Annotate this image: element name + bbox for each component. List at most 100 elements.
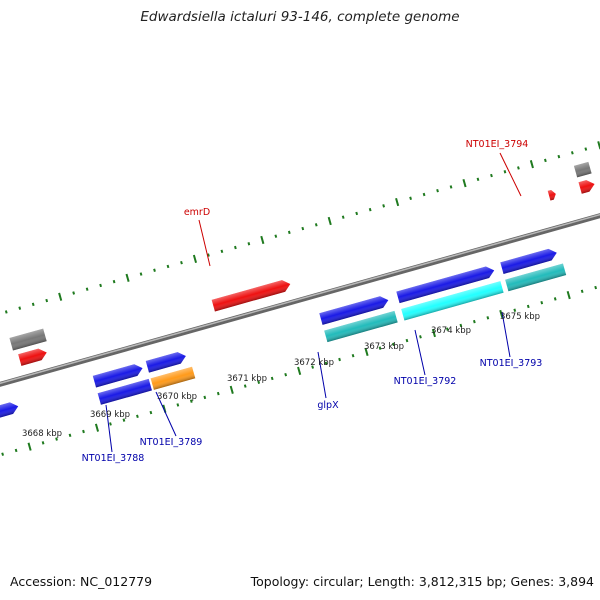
tick-mark (446, 327, 449, 331)
tick-mark (136, 414, 139, 419)
teal-3793 (505, 263, 567, 292)
tick-mark (139, 272, 143, 276)
tick-mark (341, 215, 345, 219)
gene-gray-right (573, 161, 592, 178)
tick-mark (368, 207, 372, 212)
tick-mark (58, 292, 63, 301)
tick-mark (419, 335, 422, 339)
accession-label: Accession: NC_012779 (10, 574, 153, 589)
tick-mark (55, 437, 58, 441)
cyan-3788 (97, 378, 152, 405)
tick-mark (287, 230, 291, 235)
tick-mark (431, 328, 436, 338)
cds-3792 (396, 266, 495, 304)
tick-mark (526, 304, 530, 309)
tick-mark (109, 422, 112, 426)
tick-mark (513, 308, 517, 312)
tick-mark (99, 283, 102, 288)
topology-summary: Topology: circular; Length: 3,812,315 bp… (250, 574, 594, 589)
tick-mark (68, 433, 72, 437)
tick-mark (207, 253, 210, 257)
scale-label: 3670 kbp (157, 392, 197, 402)
tick-mark (570, 151, 574, 155)
orange-3789 (150, 366, 196, 390)
tick-mark (4, 310, 8, 314)
scale-label: 3675 kbp (500, 312, 540, 322)
tick-mark (301, 226, 305, 231)
callout-line (501, 311, 511, 358)
tick-mark (405, 338, 409, 343)
tick-mark (153, 268, 156, 272)
tick-mark (594, 285, 598, 290)
tick-mark (14, 448, 18, 453)
scale-label: 3669 kbp (90, 410, 130, 420)
scale-label: 3672 kbp (294, 358, 334, 368)
cds-glpX (319, 296, 389, 325)
callout-line (105, 404, 113, 453)
tick-mark (257, 380, 261, 384)
tick-mark (409, 196, 412, 200)
tick-mark (311, 365, 314, 369)
tick-mark (122, 418, 126, 422)
tick-mark (216, 391, 220, 396)
tick-mark (382, 204, 386, 208)
tick-mark (499, 309, 504, 319)
tick-mark (553, 297, 557, 301)
cyan-3792 (401, 281, 504, 321)
tick-mark (472, 319, 476, 324)
tick-mark (260, 235, 265, 245)
gene-callout: NT01EI_3794 (466, 139, 528, 197)
tick-mark (580, 289, 584, 294)
tick-mark (597, 141, 600, 150)
gene-red-left (18, 348, 47, 366)
tick-mark (45, 298, 49, 303)
gene-gray-left (9, 328, 47, 351)
gene-red-right (578, 180, 595, 194)
tick-mark (566, 290, 571, 300)
tick-mark (392, 342, 395, 347)
tick-mark (364, 347, 369, 357)
gene-callout: NT01EI_3789 (140, 391, 203, 448)
tick-mark (284, 372, 288, 377)
backbone-line (0, 183, 600, 417)
cds-3793 (500, 248, 557, 274)
tick-mark (1, 452, 5, 456)
tick-mark (378, 346, 382, 350)
tick-mark (270, 376, 274, 381)
cds-3788 (92, 364, 143, 388)
gene-callout: glpX (317, 351, 339, 411)
tick-mark (584, 147, 588, 151)
tick-mark (476, 177, 480, 182)
tick-mark (314, 223, 318, 227)
gene-callout: NT01EI_3793 (480, 311, 543, 369)
tick-mark (220, 249, 224, 254)
tick-mark (517, 166, 520, 170)
tick-mark (351, 354, 355, 358)
tick-mark (176, 403, 180, 407)
tick-mark (180, 260, 183, 265)
tick-mark (544, 158, 547, 163)
tick-mark (297, 366, 302, 375)
tick-mark (72, 291, 76, 295)
tick-mark (112, 279, 116, 284)
tick-mark (327, 216, 332, 226)
scale-label: 3671 kbp (227, 374, 267, 384)
callout-line (155, 391, 177, 437)
gene-label: NT01EI_3792 (394, 376, 457, 387)
tick-mark (149, 410, 153, 415)
callout-line (317, 351, 327, 399)
tick-mark (529, 160, 534, 169)
tick-mark (27, 442, 32, 451)
tick-mark (85, 287, 89, 291)
gene-label: NT01EI_3793 (480, 358, 543, 369)
gene-emrD (211, 280, 291, 312)
feature-track (0, 161, 595, 421)
gene-label: NT01EI_3789 (140, 437, 203, 448)
tick-mark (203, 395, 207, 400)
tick-mark (192, 254, 198, 264)
cds-3789 (145, 352, 186, 373)
gene-label: NT01EI_3788 (82, 453, 145, 464)
tick-mark (31, 302, 35, 307)
tick-mark (82, 429, 85, 434)
